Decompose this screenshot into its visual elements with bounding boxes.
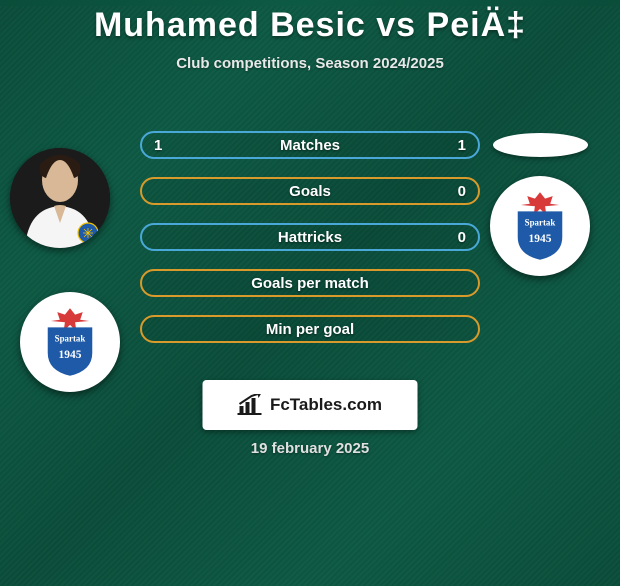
comparison-title: Muhamed Besic vs PeiÄ‡ <box>0 6 620 45</box>
svg-text:1945: 1945 <box>59 349 82 361</box>
stat-label: Goals per match <box>251 275 369 292</box>
comparison-subtitle: Club competitions, Season 2024/2025 <box>0 55 620 72</box>
player-placeholder-right <box>493 133 588 157</box>
stat-bar-matches: 1 Matches 1 <box>140 131 480 159</box>
stat-left-value: 1 <box>154 137 162 154</box>
stat-bar-goals: Goals 0 <box>140 177 480 205</box>
spartak-shield-icon: Spartak 1945 <box>505 191 575 261</box>
fctables-label: FcTables.com <box>270 395 382 415</box>
svg-text:Spartak: Spartak <box>525 217 556 227</box>
svg-text:Spartak: Spartak <box>55 333 86 343</box>
club-badge-right: Spartak 1945 <box>490 176 590 276</box>
svg-text:1945: 1945 <box>529 233 552 245</box>
stat-right-value: 0 <box>458 229 466 246</box>
fctables-attribution: FcTables.com <box>203 380 418 430</box>
player-photo-left <box>10 148 110 248</box>
stat-bar-hattricks: Hattricks 0 <box>140 223 480 251</box>
stat-label: Goals <box>289 183 331 200</box>
stat-label: Min per goal <box>266 321 354 338</box>
stat-right-value: 1 <box>458 137 466 154</box>
stats-area: 1 Matches 1 Goals 0 Hattricks 0 Goals pe… <box>140 131 480 361</box>
player-silhouette-icon <box>10 148 110 248</box>
stat-label: Matches <box>280 137 340 154</box>
bar-chart-icon <box>238 394 264 416</box>
stat-bar-goals-per-match: Goals per match <box>140 269 480 297</box>
spartak-shield-icon: Spartak 1945 <box>35 307 105 377</box>
stat-bar-min-per-goal: Min per goal <box>140 315 480 343</box>
club-badge-left: Spartak 1945 <box>20 292 120 392</box>
stat-right-value: 0 <box>458 183 466 200</box>
stat-label: Hattricks <box>278 229 342 246</box>
snapshot-date: 19 february 2025 <box>0 440 620 457</box>
